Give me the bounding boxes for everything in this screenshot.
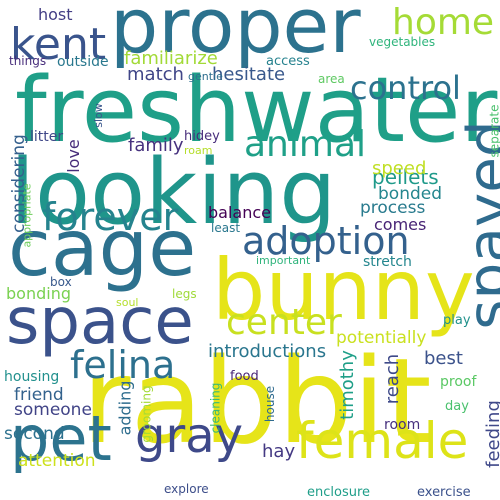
word-host: host [38, 5, 73, 24]
word-proof: proof [440, 374, 477, 390]
word-best: best [424, 348, 463, 369]
word-control: control [350, 69, 461, 107]
word-female: female [296, 412, 469, 470]
word-timothy: timothy [336, 350, 358, 420]
word-gentle: gentle [188, 70, 223, 83]
word-roam: roam [184, 144, 213, 157]
word-kent: kent [10, 19, 107, 70]
word-outside: outside [57, 54, 109, 70]
word-gray: gray [135, 408, 244, 464]
word-bunny: bunny [212, 241, 475, 339]
word-important: important [256, 254, 311, 267]
word-rabbit: rabbit [82, 332, 432, 470]
word-second: second [4, 424, 65, 444]
word-feeding: feeding [482, 400, 500, 468]
word-food: food [230, 369, 259, 384]
word-love: love [63, 139, 83, 173]
word-exercise: exercise [417, 485, 471, 500]
word-looking: looking [10, 140, 337, 245]
word-home: home [392, 2, 495, 43]
word-familiarize: familiarize [124, 48, 218, 69]
word-grooming: grooming [139, 385, 154, 443]
word-stretch: stretch [363, 254, 412, 270]
word-match: match [127, 64, 184, 85]
word-felina: felina [70, 343, 176, 387]
word-vegetables: vegetables [369, 35, 436, 49]
word-family: family [128, 135, 184, 156]
word-house: house [263, 385, 278, 423]
word-access: access [266, 54, 310, 69]
word-pet: pet [10, 402, 112, 475]
word-adding: adding [115, 380, 135, 436]
word-hay: hay [262, 441, 296, 462]
word-slow: slow [91, 103, 105, 128]
word-center: center [226, 302, 342, 343]
word-soul: soul [116, 296, 139, 309]
word-introductions: introductions [208, 341, 327, 362]
word-forever: forever [42, 195, 179, 239]
word-litter: litter [30, 129, 64, 145]
word-things: things [9, 54, 47, 68]
word-legs: legs [172, 287, 197, 301]
word-speed: speed [372, 158, 427, 179]
word-reach: reach [382, 353, 404, 405]
word-cage: cage [8, 204, 197, 294]
word-cleaning: cleaning [208, 382, 223, 434]
word-box: box [50, 275, 72, 289]
word-freshwater: freshwater [15, 58, 498, 163]
word-process: process [360, 198, 426, 218]
word-bonded: bonded [378, 184, 443, 204]
word-bonding: bonding [6, 284, 71, 303]
word-room: room [384, 417, 421, 433]
word-play: play [443, 313, 471, 328]
word-someone: someone [14, 400, 92, 420]
word-pellets: pellets [372, 165, 439, 189]
word-adoption: adoption [242, 219, 410, 263]
word-comes: comes [374, 215, 427, 234]
word-attention: attention [18, 451, 96, 471]
word-hidey: hidey [184, 129, 220, 144]
word-separate: separate [487, 104, 500, 158]
word-friend: friend [14, 385, 64, 405]
word-potentially: potentially [336, 328, 427, 348]
word-proper: proper [110, 0, 361, 70]
word-housing: housing [4, 369, 60, 385]
word-hesitate: hesitate [212, 64, 286, 85]
word-day: day [445, 399, 469, 414]
word-animal: animal [244, 124, 367, 165]
word-enclosure: enclosure [307, 485, 371, 500]
word-explore: explore [164, 482, 209, 496]
word-balance: balance [208, 203, 271, 222]
word-space: space [6, 285, 194, 359]
word-area: area [318, 72, 345, 86]
word-appropriate: appropriate [20, 183, 34, 248]
word-least: least [211, 221, 241, 235]
